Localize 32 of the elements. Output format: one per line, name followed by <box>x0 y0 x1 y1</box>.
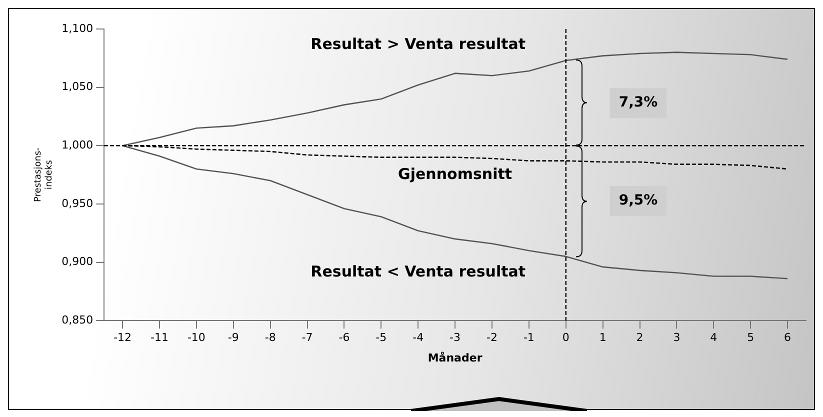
x-tick-label: -3 <box>450 331 461 344</box>
y-tick-label: 0,950 <box>62 196 94 210</box>
y-tick-label: 0,900 <box>62 255 94 268</box>
x-tick-label: -11 <box>150 331 168 344</box>
x-tick-label: -12 <box>114 331 132 344</box>
annotation: 9,5% <box>618 192 658 209</box>
x-tick-label: 0 <box>562 331 570 344</box>
x-tick-label: 5 <box>747 331 754 344</box>
x-tick-label: -8 <box>264 331 276 344</box>
y-tick-label: 1,100 <box>62 22 94 35</box>
series-label: Resultat < Venta resultat <box>310 262 526 281</box>
x-tick-label: -4 <box>412 331 424 344</box>
x-tick-label: -6 <box>338 331 350 344</box>
x-tick-label: -5 <box>376 331 387 344</box>
x-tick-label: 6 <box>784 331 792 344</box>
x-tick-label: 1 <box>599 331 606 344</box>
series-label: Gjennomsnitt <box>398 165 512 184</box>
x-tick-label: -9 <box>228 331 239 344</box>
y-axis-title: Prestasjons-indeks <box>34 148 55 202</box>
x-tick-label: 3 <box>673 331 680 344</box>
y-tick-label: 1,000 <box>62 138 94 152</box>
x-tick-label: -10 <box>187 331 206 344</box>
x-tick-label: 2 <box>636 331 644 344</box>
x-tick-label: -7 <box>302 331 313 344</box>
x-axis-title: Månader <box>428 351 483 364</box>
y-tick-label: 0,850 <box>62 313 94 326</box>
x-tick-label: -2 <box>486 331 498 344</box>
annotation: 7,3% <box>618 94 658 111</box>
y-tick-label: 1,050 <box>62 80 94 94</box>
series-label: Resultat > Venta resultat <box>310 34 526 53</box>
x-tick-label: 4 <box>710 331 718 344</box>
x-tick-label: -1 <box>523 331 534 344</box>
